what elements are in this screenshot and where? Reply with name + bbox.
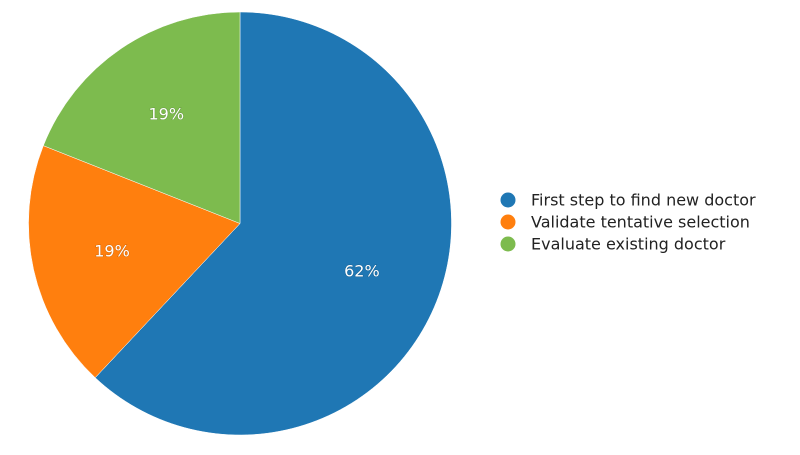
legend-swatch-1	[500, 192, 516, 208]
legend-swatch-2	[500, 214, 516, 230]
slice-value-label-1: 62%	[344, 261, 380, 280]
legend-label-3: Evaluate existing doctor	[531, 235, 726, 254]
legend-label-2: Validate tentative selection	[531, 213, 750, 232]
legend-item-1[interactable]: First step to find new doctor	[500, 191, 757, 210]
pie-slices	[28, 11, 452, 436]
pie-slice-1[interactable]	[94, 11, 452, 436]
legend: First step to find new doctor Validate te…	[500, 191, 757, 254]
pie-slice-3[interactable]	[43, 11, 241, 224]
legend-label-1: First step to find new doctor	[531, 191, 756, 210]
pie-labels: 62% 19% 19%	[94, 104, 380, 281]
slice-value-label-2: 19%	[94, 242, 130, 261]
slice-value-label-3: 19%	[149, 105, 185, 124]
legend-item-3[interactable]: Evaluate existing doctor	[500, 235, 726, 254]
legend-item-2[interactable]: Validate tentative selection	[500, 213, 750, 232]
pie-slice-2[interactable]	[28, 145, 241, 379]
legend-swatch-3	[500, 236, 516, 252]
